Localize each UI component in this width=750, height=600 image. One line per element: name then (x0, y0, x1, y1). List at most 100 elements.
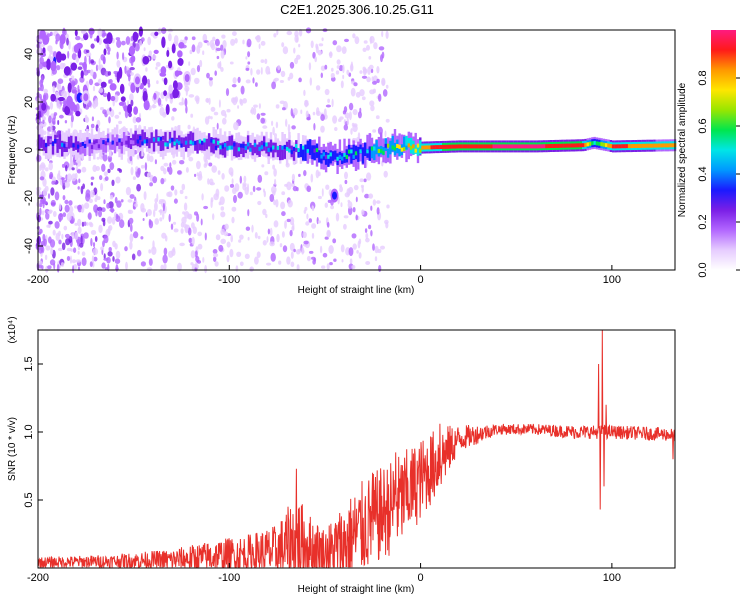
noise-blob (88, 27, 95, 35)
noise-speck (84, 202, 90, 209)
noise-speck (278, 260, 282, 265)
band-mid (361, 148, 365, 164)
noise-speck (280, 70, 286, 78)
noise-speck (224, 223, 229, 230)
noise-speck (212, 249, 218, 254)
noise-speck (316, 107, 320, 115)
noise-speck (353, 184, 359, 191)
noise-speck (217, 62, 222, 69)
noise-speck (83, 221, 87, 227)
noise-speck (66, 37, 69, 46)
noise-speck (56, 65, 61, 71)
noise-speck (94, 197, 98, 202)
noise-speck (245, 79, 251, 84)
band-core (51, 141, 55, 146)
noise-speck (97, 206, 103, 212)
band-core (400, 147, 404, 152)
band-mid (148, 138, 151, 149)
spectrogram-ytick-label: 0 (23, 147, 35, 153)
band-core (347, 149, 351, 154)
noise-speck (188, 156, 194, 162)
band-mid (235, 142, 238, 158)
noise-speck (130, 223, 133, 232)
noise-speck (229, 61, 234, 65)
noise-speck (59, 114, 64, 119)
noise-speck (218, 244, 224, 252)
noise-speck (291, 182, 295, 187)
noise-speck (245, 67, 250, 71)
band-core (139, 135, 142, 140)
band-mid (391, 135, 394, 152)
noise-speck (107, 168, 111, 174)
noise-speck (282, 46, 289, 55)
noise-speck (197, 231, 202, 237)
noise-speck (256, 69, 261, 75)
noise-speck (107, 71, 112, 76)
noise-speck (303, 240, 309, 245)
band-mid (297, 149, 300, 158)
noise-speck (269, 241, 275, 247)
noise-speck (39, 207, 42, 216)
noise-speck (271, 81, 276, 90)
noise-speck (336, 59, 341, 65)
noise-speck (118, 168, 122, 173)
noise-speck (309, 77, 312, 86)
noise-blob (171, 43, 176, 54)
colorbar-tick-label: 0.2 (697, 214, 709, 229)
noise-speck (361, 186, 364, 193)
noise-speck (376, 200, 381, 204)
noise-speck (286, 218, 291, 223)
noise-speck (269, 194, 275, 202)
noise-speck (281, 211, 286, 217)
band-core (453, 144, 456, 149)
noise-speck (68, 205, 74, 214)
noise-speck (213, 253, 219, 258)
noise-speck (169, 162, 172, 169)
noise-speck (131, 253, 136, 261)
band-core (579, 143, 583, 148)
band-halo (49, 133, 52, 159)
band-core (430, 145, 433, 150)
spectrogram-xtick-label: 100 (603, 274, 621, 286)
noise-blob (50, 60, 57, 72)
noise-speck (212, 36, 216, 42)
band-core (632, 144, 635, 148)
noise-speck (220, 206, 225, 211)
band-core (517, 144, 521, 149)
noise-speck (255, 82, 258, 87)
noise-speck (341, 46, 347, 54)
band-core (72, 143, 75, 148)
noise-speck (108, 247, 112, 252)
noise-speck (230, 234, 233, 243)
noise-speck (70, 248, 73, 252)
noise-blob (50, 93, 56, 102)
band-core (497, 144, 500, 149)
noise-speck (110, 207, 114, 214)
noise-speck (311, 223, 317, 229)
band-mid (288, 139, 291, 152)
noise-speck (194, 211, 198, 216)
noise-speck (127, 209, 131, 214)
noise-speck (58, 203, 62, 211)
band-mid (311, 145, 314, 160)
band-core (189, 140, 192, 145)
noise-speck (154, 159, 157, 165)
band-core (510, 144, 514, 149)
band-core (462, 144, 466, 149)
noise-speck (321, 37, 324, 42)
noise-speck (329, 262, 333, 266)
band-mid (175, 137, 179, 150)
band-core (288, 148, 291, 153)
noise-speck (94, 98, 98, 106)
noise-speck (161, 27, 167, 34)
noise-speck (140, 37, 145, 42)
noise-blob (154, 31, 159, 36)
noise-speck (224, 185, 230, 192)
band-core (428, 145, 431, 150)
noise-speck (317, 49, 322, 56)
noise-speck (239, 234, 244, 240)
band-core (614, 144, 617, 149)
noise-speck (100, 107, 104, 111)
noise-blob (80, 29, 87, 34)
band-core (662, 143, 665, 148)
